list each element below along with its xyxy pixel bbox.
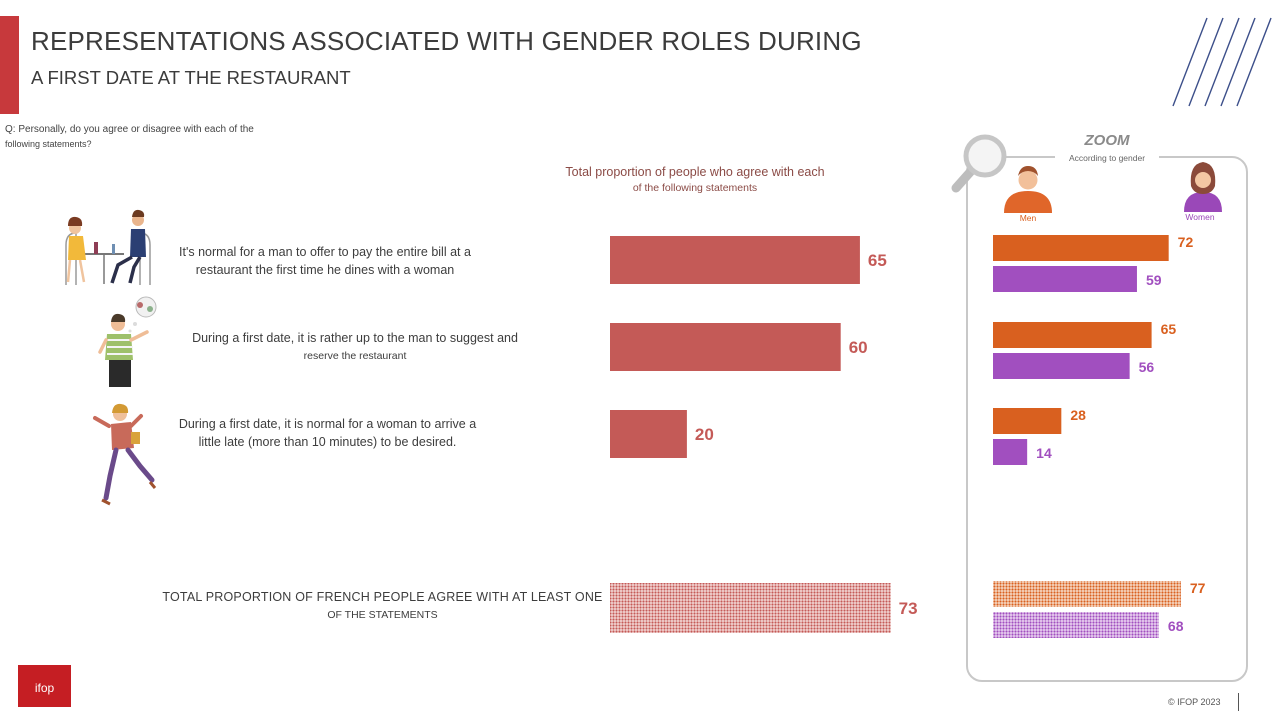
survey-question: Q: Personally, do you agree or disagree …	[5, 119, 305, 149]
zoom-subtitle: According to gender	[1055, 153, 1159, 163]
decorative-diagonal-lines	[1172, 17, 1272, 107]
total-bar-4	[610, 583, 891, 633]
statement-3-line-1: During a first date, it is normal for a …	[178, 417, 477, 431]
total-value-label-3: 20	[695, 425, 714, 444]
running-woman-icon	[93, 403, 157, 506]
magnifier-icon	[951, 134, 1007, 193]
total-caption-line-1: Total proportion of people who agree wit…	[565, 165, 825, 179]
men-bar-1	[993, 235, 1169, 261]
women-value-label-3: 14	[1036, 445, 1052, 461]
footer-divider	[1238, 693, 1239, 711]
zoom-bars: 72 65 28 77 59 56 14 68	[993, 234, 1206, 638]
women-bar-2	[993, 353, 1130, 379]
statement-total-line-1: TOTAL PROPORTION OF FRENCH PEOPLE AGREE …	[162, 590, 603, 604]
page-subtitle: A FIRST DATE AT THE RESTAURANT	[31, 67, 351, 88]
statement-2-line-1: During a first date, it is rather up to …	[192, 331, 518, 345]
question-line-1: Q: Personally, do you agree or disagree …	[5, 124, 254, 135]
women-value-label-2: 56	[1139, 359, 1155, 375]
women-label: Women	[1185, 212, 1215, 222]
women-value-label-4: 68	[1168, 618, 1184, 634]
woman-avatar-icon	[1184, 162, 1222, 212]
zoom-title: ZOOM	[1055, 132, 1159, 149]
copyright: © IFOP 2023	[1168, 697, 1221, 707]
men-value-label-2: 65	[1161, 321, 1177, 337]
total-bars: 65 60 20 73	[610, 236, 918, 633]
statement-1-line-1: It's normal for a man to offer to pay th…	[179, 245, 471, 259]
ifop-logo: ifop	[18, 665, 71, 707]
total-value-label-2: 60	[849, 338, 868, 357]
women-bar-4	[993, 612, 1159, 638]
couple-dining-icon	[65, 209, 151, 285]
women-bar-1	[993, 266, 1137, 292]
men-bar-4	[993, 581, 1181, 607]
women-value-label-1: 59	[1146, 272, 1162, 288]
men-value-label-3: 28	[1070, 407, 1086, 423]
total-chart-caption: Total proportion of people who agree wit…	[540, 164, 850, 196]
men-bar-3	[993, 408, 1062, 434]
red-accent-tab	[0, 16, 19, 114]
statement-2: During a first date, it is rather up to …	[175, 329, 535, 365]
men-label: Men	[1019, 213, 1037, 223]
statement-3: During a first date, it is normal for a …	[160, 415, 495, 451]
total-caption-line-2: of the following statements	[632, 182, 758, 194]
question-line-2: following statements?	[5, 139, 92, 149]
men-bar-2	[993, 322, 1152, 348]
man-on-phone-icon	[98, 296, 157, 387]
logo-text: ifop	[34, 681, 55, 695]
total-value-label-4: 73	[899, 599, 918, 618]
statement-3-line-2: little late (more than 10 minutes) to be…	[198, 435, 457, 449]
statement-2-line-2: reserve the restaurant	[303, 350, 407, 362]
statement-total: TOTAL PROPORTION OF FRENCH PEOPLE AGREE …	[160, 588, 605, 624]
statement-1-line-2: restaurant the first time he dines with …	[195, 263, 455, 277]
total-value-label-1: 65	[868, 251, 887, 270]
men-value-label-4: 77	[1190, 580, 1206, 596]
page-title: REPRESENTATIONS ASSOCIATED WITH GENDER R…	[31, 26, 862, 56]
statement-1: It's normal for a man to offer to pay th…	[160, 243, 490, 279]
total-bar-2	[610, 323, 841, 371]
total-bar-3	[610, 410, 687, 458]
total-bar-1	[610, 236, 860, 284]
women-bar-3	[993, 439, 1028, 465]
men-value-label-1: 72	[1178, 234, 1194, 250]
statement-total-line-2: OF THE STATEMENTS	[327, 609, 438, 621]
man-avatar-icon	[1004, 166, 1052, 213]
